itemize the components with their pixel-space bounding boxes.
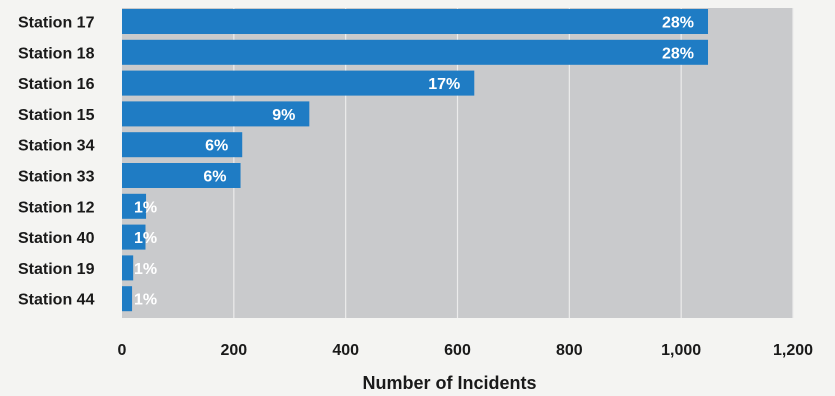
bars — [122, 9, 709, 312]
bar-station-40 — [122, 224, 146, 250]
bar-station-33 — [122, 163, 241, 188]
bar-station-18 — [122, 39, 709, 65]
bar-station-12 — [122, 193, 147, 219]
category-label-6: Station 12 — [18, 199, 95, 216]
data-label-9: 1% — [134, 292, 157, 309]
bar-station-15 — [122, 101, 310, 127]
x-axis-title: Number of Incidents — [362, 373, 536, 393]
category-label-3: Station 15 — [18, 107, 95, 124]
x-tick-label-4: 800 — [556, 342, 583, 359]
bar-station-34 — [122, 132, 243, 158]
category-label-1: Station 18 — [18, 45, 95, 62]
category-labels: Station 17 Station 18 Station 16 Station 15… — [18, 15, 95, 309]
x-tick-label-3: 600 — [444, 342, 471, 359]
x-tick-label-2: 400 — [332, 342, 359, 359]
category-label-4: Station 34 — [18, 138, 95, 155]
bar-station-17 — [122, 9, 709, 34]
data-label-7: 1% — [134, 230, 157, 247]
data-label-2: 17% — [428, 76, 460, 93]
category-label-5: Station 33 — [18, 169, 95, 186]
data-label-6: 1% — [134, 199, 157, 216]
x-tick-label-0: 0 — [118, 342, 127, 359]
data-label-3: 9% — [272, 107, 295, 124]
bar-station-16 — [122, 70, 475, 96]
data-labels: 28% 28% 17% 9% 6% 6% 1% 1% 1% 1% — [134, 15, 694, 309]
data-label-4: 6% — [205, 138, 228, 155]
category-label-7: Station 40 — [18, 230, 95, 247]
data-label-8: 1% — [134, 261, 157, 278]
x-tick-label-6: 1,200 — [773, 342, 813, 359]
x-tick-label-1: 200 — [220, 342, 247, 359]
data-label-5: 6% — [203, 169, 226, 186]
data-label-0: 28% — [662, 15, 694, 32]
x-tick-label-5: 1,000 — [661, 342, 701, 359]
x-tick-labels: 0 200 400 600 800 1,000 1,200 — [118, 342, 814, 359]
data-label-1: 28% — [662, 45, 694, 62]
bar-station-44 — [122, 286, 133, 312]
category-label-2: Station 16 — [18, 76, 95, 93]
bar-station-19 — [122, 255, 134, 281]
category-label-0: Station 17 — [18, 15, 95, 32]
category-label-9: Station 44 — [18, 292, 95, 309]
category-label-8: Station 19 — [18, 261, 95, 278]
